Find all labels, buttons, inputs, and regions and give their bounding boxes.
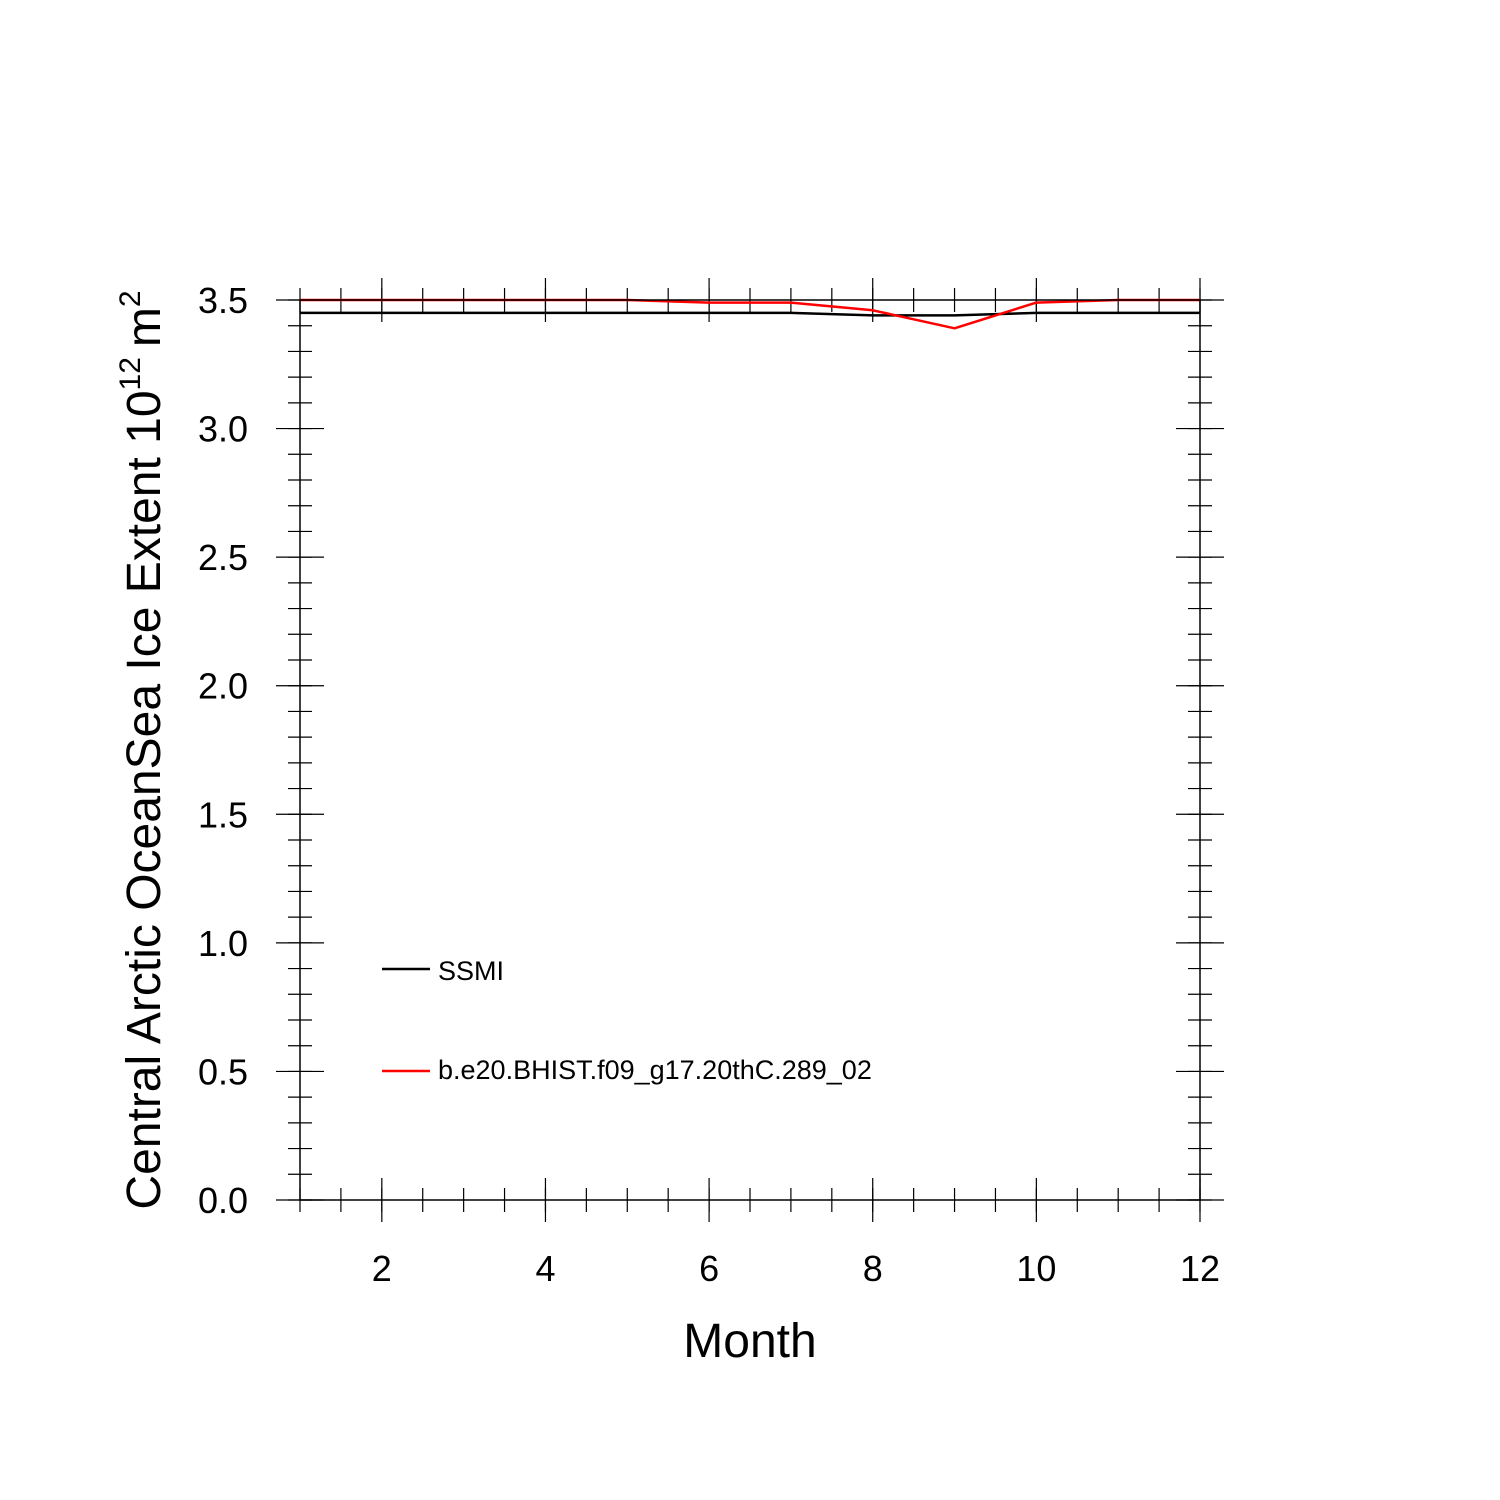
y-axis-title-unit: m	[118, 307, 171, 347]
y-tick-label: 1.0	[198, 923, 248, 964]
y-tick-label: 0.0	[198, 1180, 248, 1221]
legend-label-model: b.e20.BHIST.f09_g17.20thC.289_02	[438, 1055, 872, 1085]
y-axis-title-exponent: 12	[114, 357, 147, 390]
y-tick-label: 0.5	[198, 1051, 248, 1092]
y-tick-label: 3.5	[198, 280, 248, 321]
y-axis-title-unit-exponent: 2	[114, 290, 147, 307]
plot-frame	[299, 299, 1201, 1201]
y-tick-label: 1.5	[198, 794, 248, 835]
y-axis-title: Central Arctic OceanSea Ice Extent 1012 m…	[114, 290, 171, 1209]
x-tick-label: 6	[699, 1248, 719, 1289]
y-tick-label: 2.5	[198, 537, 248, 578]
x-tick-label: 12	[1180, 1248, 1220, 1289]
y-tick-label: 3.0	[198, 409, 248, 450]
legend: SSMI b.e20.BHIST.f09_g17.20thC.289_02	[382, 956, 872, 1085]
x-tick-label: 2	[372, 1248, 392, 1289]
tick-labels-layer: 2 4 6 8 10 12 0.0 0.5 1.0 1.5 2.0 2.5 3.0 3.5	[198, 280, 1220, 1289]
x-axis-title: Month	[683, 1315, 816, 1368]
series-line-ssmi	[300, 311, 1200, 317]
x-tick-label: 8	[863, 1248, 883, 1289]
y-axis-title-main: Central Arctic OceanSea Ice Extent 10	[118, 390, 171, 1209]
y-tick-label: 2.0	[198, 666, 248, 707]
x-tick-label: 4	[535, 1248, 555, 1289]
legend-label-ssmi: SSMI	[438, 956, 504, 986]
x-tick-label: 10	[1016, 1248, 1056, 1289]
